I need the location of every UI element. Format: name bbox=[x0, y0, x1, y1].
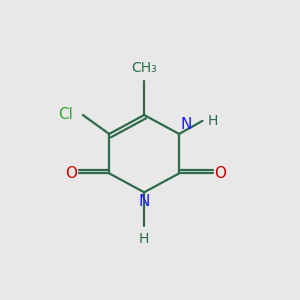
Text: O: O bbox=[65, 166, 77, 181]
Text: Cl: Cl bbox=[58, 107, 73, 122]
Text: N: N bbox=[139, 194, 150, 209]
Text: O: O bbox=[214, 166, 226, 181]
Text: H: H bbox=[208, 114, 218, 128]
Text: N: N bbox=[181, 118, 192, 133]
Text: CH₃: CH₃ bbox=[131, 61, 157, 75]
Text: H: H bbox=[139, 232, 149, 246]
